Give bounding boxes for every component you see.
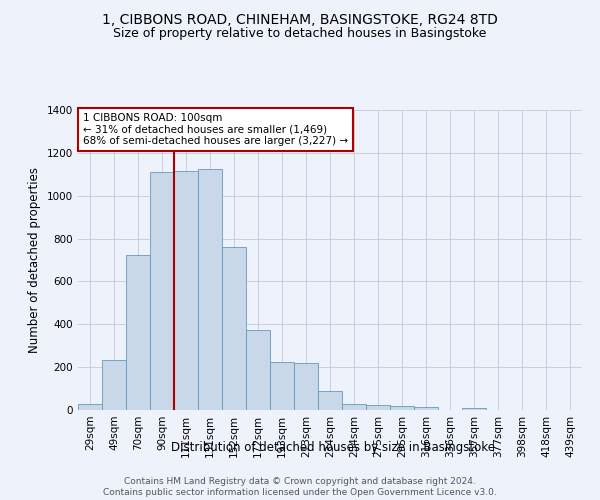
Text: Distribution of detached houses by size in Basingstoke: Distribution of detached houses by size … xyxy=(171,441,495,454)
Bar xyxy=(151,172,173,410)
Bar xyxy=(367,404,389,410)
Bar xyxy=(175,171,197,410)
Bar xyxy=(79,404,101,410)
Bar xyxy=(223,247,245,410)
Text: Contains HM Land Registry data © Crown copyright and database right 2024.: Contains HM Land Registry data © Crown c… xyxy=(124,476,476,486)
Bar xyxy=(319,391,341,410)
Bar xyxy=(271,362,293,410)
Bar xyxy=(247,330,269,410)
Bar xyxy=(463,408,485,410)
Text: 1 CIBBONS ROAD: 100sqm
← 31% of detached houses are smaller (1,469)
68% of semi-: 1 CIBBONS ROAD: 100sqm ← 31% of detached… xyxy=(83,113,348,146)
Text: 1, CIBBONS ROAD, CHINEHAM, BASINGSTOKE, RG24 8TD: 1, CIBBONS ROAD, CHINEHAM, BASINGSTOKE, … xyxy=(102,12,498,26)
Text: Size of property relative to detached houses in Basingstoke: Size of property relative to detached ho… xyxy=(113,28,487,40)
Text: Contains public sector information licensed under the Open Government Licence v3: Contains public sector information licen… xyxy=(103,488,497,497)
Y-axis label: Number of detached properties: Number of detached properties xyxy=(28,167,41,353)
Bar xyxy=(343,404,365,410)
Bar xyxy=(103,360,125,410)
Bar xyxy=(199,169,221,410)
Bar xyxy=(415,407,437,410)
Bar xyxy=(295,363,317,410)
Bar xyxy=(391,406,413,410)
Bar xyxy=(127,254,149,410)
